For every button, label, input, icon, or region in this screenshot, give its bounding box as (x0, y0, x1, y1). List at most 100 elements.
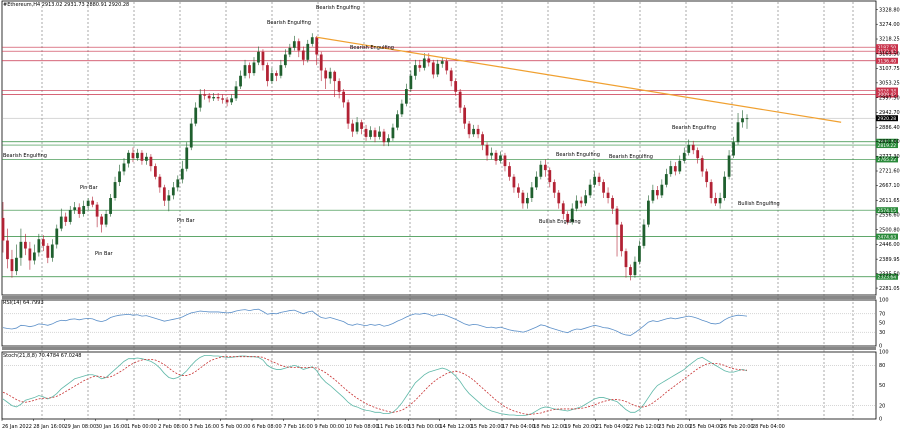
candle (55, 224, 59, 249)
candle (127, 150, 130, 168)
candle-body (180, 168, 184, 180)
time-tick-label: 1 Feb 00:00 (127, 424, 157, 430)
time-tick-label: 9 Feb 00:00 (315, 424, 345, 430)
pattern-annotations: Bearish Engulfing Bearish Engulfing Bearis… (3, 5, 780, 257)
candle-body (19, 241, 23, 258)
candle-body (109, 198, 112, 214)
candle (118, 164, 121, 187)
candle-body (418, 65, 422, 68)
candle (19, 228, 23, 266)
candle-body (660, 184, 664, 196)
candle (611, 195, 614, 214)
price-tick-label: 2556.60 (879, 213, 900, 219)
candle (499, 151, 502, 164)
candle-body (292, 41, 296, 48)
candle (669, 160, 673, 177)
candle-body (517, 187, 520, 193)
candle (32, 244, 36, 265)
candle (1, 201, 5, 253)
candle (180, 160, 184, 184)
time-tick-label: 22 Feb 12:00 (627, 424, 660, 430)
candle (243, 59, 247, 79)
time-tick-label: 7 Feb 16:00 (283, 424, 313, 430)
descending-trendline[interactable] (316, 36, 842, 123)
time-tick-label: 15 Feb 20:00 (471, 424, 504, 430)
time-tick-label: 11 Feb 16:00 (377, 424, 410, 430)
candle-body (95, 204, 99, 217)
candle (413, 59, 417, 80)
candle-body (158, 176, 162, 188)
candle-body (736, 122, 740, 143)
candle-body (342, 91, 346, 103)
candle-body (579, 200, 583, 204)
rsi-panel: 100 70 50 30 0 (2, 298, 889, 350)
candle (431, 59, 435, 79)
candle-body (310, 37, 314, 44)
level-badge (876, 87, 898, 94)
level-badge (876, 156, 898, 163)
candle-body (678, 160, 682, 172)
candle-body (162, 187, 166, 201)
candle (176, 175, 180, 192)
candle (615, 205, 619, 257)
time-tick-label: 13 Feb 00:00 (408, 424, 441, 430)
price-tick-label: 2281.05 (879, 286, 900, 292)
candle-body (534, 176, 538, 188)
candle-body (270, 73, 274, 82)
candle-body (539, 164, 543, 177)
candle-body (723, 176, 726, 199)
candle (82, 200, 86, 217)
pattern-label: Bearish Engulfing (3, 153, 47, 159)
candle-body (55, 228, 59, 245)
candle-body (230, 98, 233, 103)
candle-body (436, 63, 440, 75)
candle-body (673, 166, 677, 172)
candle (185, 142, 189, 172)
candle (324, 67, 328, 90)
candle (288, 43, 292, 58)
candle-body (82, 205, 86, 214)
candle (373, 127, 377, 143)
horizontal-levels: 3187.503172.423136.403024.343009.422831.… (2, 44, 898, 280)
stoch-tick-label: 80 (879, 363, 885, 369)
level-badge (876, 142, 898, 149)
candle-body (346, 102, 350, 124)
candle (131, 147, 135, 163)
candle (472, 124, 475, 137)
candle-body (136, 152, 139, 159)
price-tick-label: 2667.10 (879, 183, 900, 189)
candle (283, 49, 287, 68)
candle-body (91, 200, 95, 205)
candlestick-series[interactable] (1, 33, 749, 281)
candle-body (198, 94, 202, 108)
candle (463, 104, 467, 129)
candle-body (727, 155, 731, 177)
pattern-label: Pin Bar (80, 185, 99, 191)
trendline-layer[interactable] (316, 36, 842, 123)
candle (167, 190, 171, 212)
candle (328, 67, 332, 84)
candle (709, 179, 713, 204)
candle-body (6, 240, 9, 260)
candle (109, 194, 112, 217)
candle (660, 179, 664, 199)
candle (225, 97, 229, 107)
candle-body (396, 114, 399, 128)
candle-body (37, 239, 41, 253)
candle-body (149, 156, 153, 167)
candle (378, 126, 381, 140)
candle (248, 62, 251, 79)
candle-body (297, 41, 301, 51)
candle-body (458, 91, 462, 108)
candle (575, 195, 579, 212)
price-tick-label: 3053.25 (879, 81, 900, 87)
candle-body (682, 152, 686, 161)
level-badge-text: 3187.50 (878, 45, 897, 51)
candle (696, 147, 700, 164)
candle (319, 51, 323, 82)
candle (418, 59, 422, 72)
candle-body (561, 203, 565, 214)
candle (221, 94, 225, 104)
rsi-tick-label: 70 (879, 312, 885, 318)
candle-body (588, 184, 592, 196)
